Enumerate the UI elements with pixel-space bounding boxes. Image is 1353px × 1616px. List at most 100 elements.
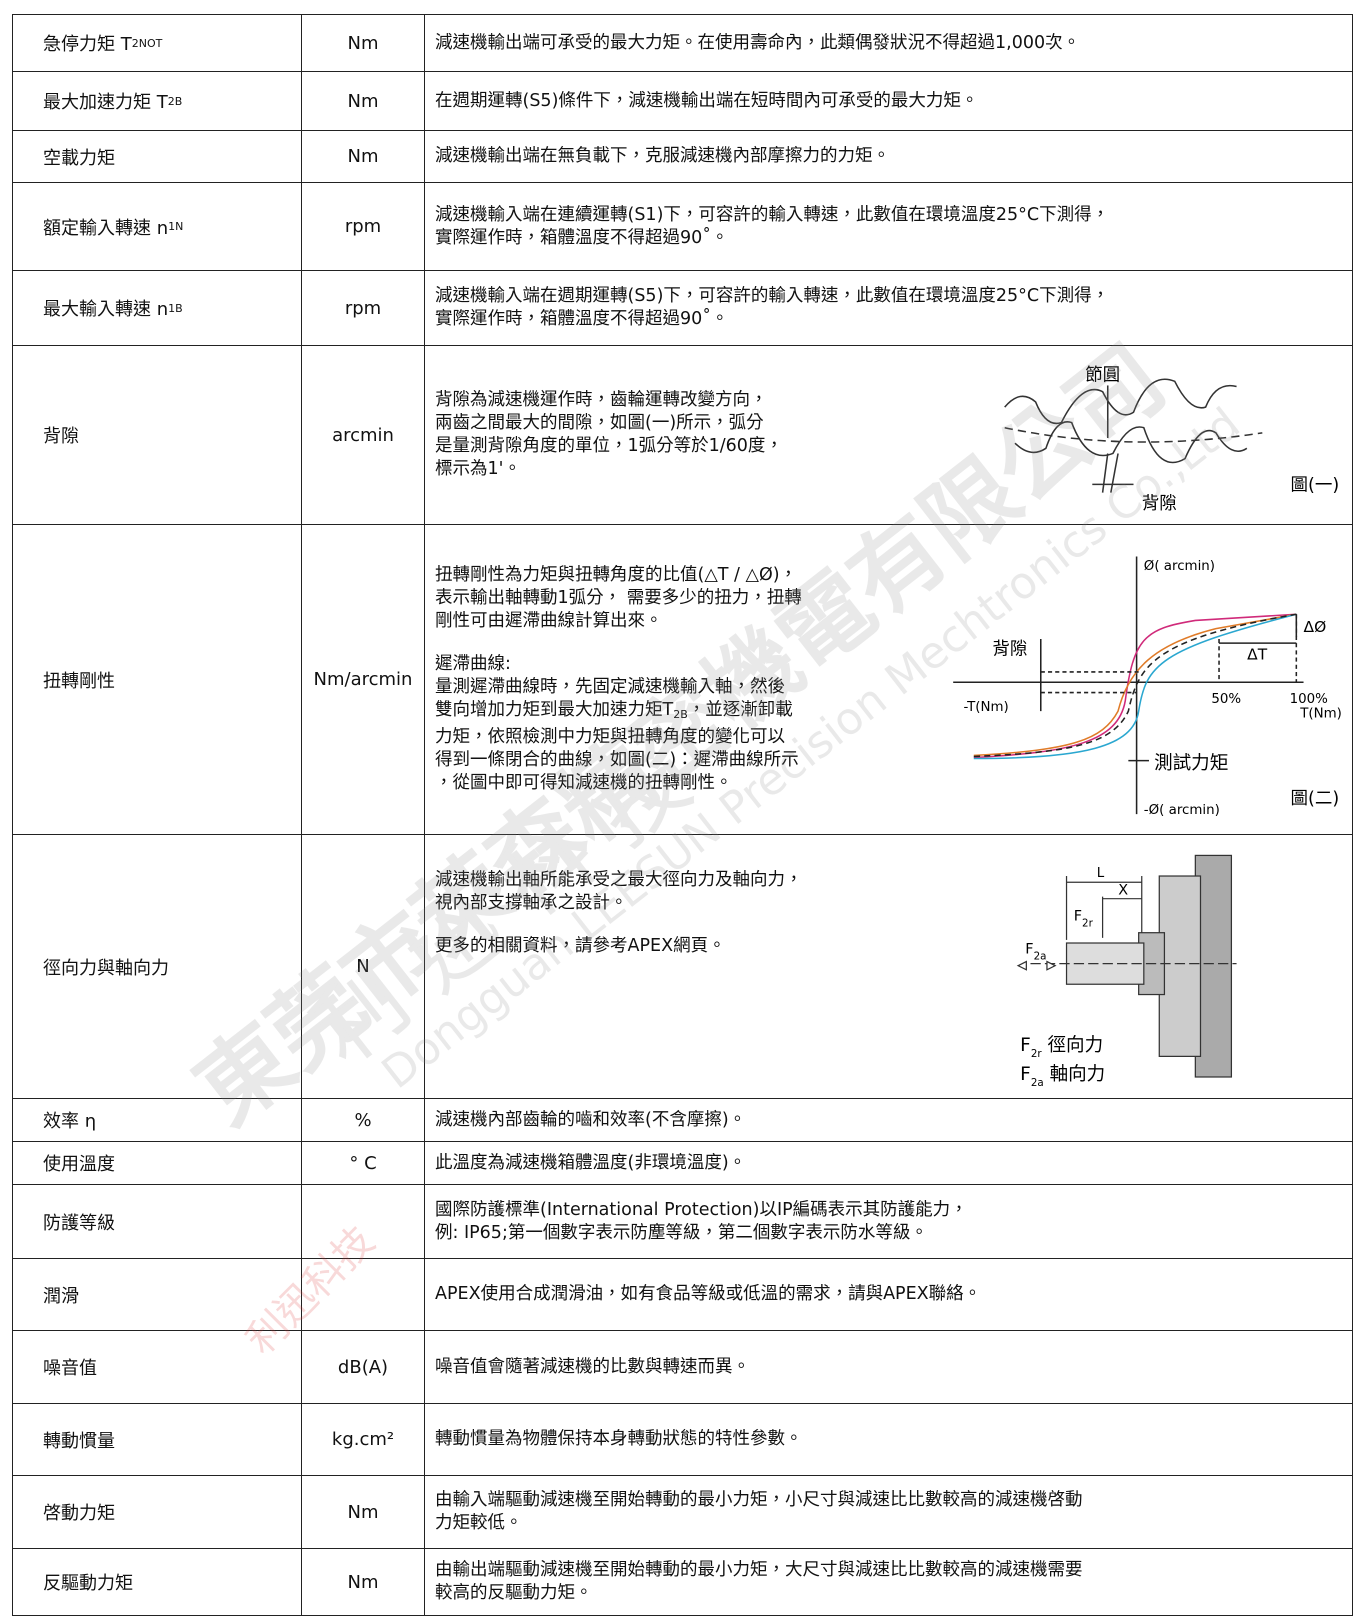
paragraph: 由輸出端驅動減速機至開始轉動的最小力矩，大尺寸與減速比比數較高的減速機需要 較高的… <box>435 1559 1083 1605</box>
text-line: 例: IP65;第一個數字表示防塵等級，第二個數字表示防水等級。 <box>435 1222 968 1245</box>
desc-cell: 轉動慣量為物體保持本身轉動狀態的特性參數。 <box>425 1404 1353 1476</box>
text-line: 減速機輸入端在週期運轉(S5)下，可容許的輸入轉速，此數值在環境溫度25°C下測… <box>435 285 1109 308</box>
text: 徑向力與軸向力 <box>43 957 169 979</box>
text: 減速機內部齒輪的嚙和效率(不含摩擦)。 <box>435 1109 747 1130</box>
text: 急停力矩 T <box>43 34 132 55</box>
unit: kg.cm² <box>331 1429 395 1450</box>
label-cell: 徑向力與軸向力 <box>12 835 302 1099</box>
text: 減速機輸出端可承受的最大力矩。在使用壽命內，此類偶發狀況不得超過1,000次。 <box>435 32 1081 53</box>
text: 由輸出端驅動減速機至開始轉動的最小力矩，大尺寸與減速比比數較高的減速機需要 <box>435 1560 1083 1580</box>
text-line: 得到一條閉合的曲線，如圖(二)：遲滯曲線所示 <box>435 749 799 772</box>
desc-cell: 減速機輸出端可承受的最大力矩。在使用壽命內，此類偶發狀況不得超過1,000次。 <box>425 14 1353 72</box>
unit: Nm <box>347 90 379 112</box>
label-cell: 急停力矩 T 2NOT <box>12 14 302 72</box>
text: 減速機輸出端在無負載下，克服減速機內部摩擦力的力矩。 <box>435 146 890 166</box>
desc-cell: 減速機輸入端在連續運轉(S1)下，可容許的輸入轉速，此數值在環境溫度25°C下測… <box>425 183 1353 271</box>
unit-cell: Nm <box>302 131 425 183</box>
unit-cell: rpm <box>302 271 425 346</box>
text-line: 轉動慣量為物體保持本身轉動狀態的特性參數。 <box>435 1428 803 1451</box>
unit-cell: dB(A) <box>302 1331 425 1404</box>
text-line: 由輸出端驅動減速機至開始轉動的最小力矩，大尺寸與減速比比數較高的減速機需要 <box>435 1559 1083 1582</box>
text: 較高的反驅動力矩。 <box>435 1583 593 1603</box>
text-line: 雙向增加力矩到最大加速力矩T2B，並逐漸卸載 <box>435 699 799 726</box>
text-line: 在週期運轉(S5)條件下，減速機輸出端在短時間內可承受的最大力矩。 <box>435 90 978 113</box>
text-line: 表示輸出軸轉動1弧分， 需要多少的扭力，扭轉 <box>435 587 802 610</box>
text-line: 剛性可由遲滯曲線計算出來。 <box>435 610 802 633</box>
unit: dB(A) <box>337 1356 389 1378</box>
paragraph: 減速機輸出端可承受的最大力矩。在使用壽命內，此類偶發狀況不得超過1,000次。 <box>435 32 1080 55</box>
text-line: ，從圖中即可得知減速機的扭轉剛性。 <box>435 772 799 795</box>
text: 由輸入端驅動減速機至開始轉動的最小力矩，小尺寸與減速比比數較高的減速機啓動 <box>435 1490 1083 1510</box>
text: 更多的相關資料，請參考APEX網頁。 <box>435 936 726 956</box>
label-cell: 效率 η <box>12 1099 302 1142</box>
label-cell: 扭轉剛性 <box>12 525 302 835</box>
unit: N <box>356 956 370 977</box>
desc-cell: 由輸入端驅動減速機至開始轉動的最小力矩，小尺寸與減速比比數較高的減速機啓動 力矩較… <box>425 1476 1353 1549</box>
paragraph: 減速機輸出端在無負載下，克服減速機內部摩擦力的力矩。 <box>435 145 890 168</box>
unit-cell: kg.cm² <box>302 1404 425 1476</box>
label-cell: 額定輸入轉速 n 1N <box>12 183 302 271</box>
text-line: 實際運作時，箱體溫度不得超過90˚。 <box>435 227 1109 250</box>
text: 實際運作時，箱體溫度不得超過90˚。 <box>435 227 729 248</box>
text: 是量測背隙角度的單位，1弧分等於1/60度， <box>435 436 783 456</box>
text: 力矩，依照檢測中力矩與扭轉角度的變化可以 <box>435 727 785 747</box>
text-line: 國際防護標準(International Protection)以IP編碼表示其… <box>435 1199 968 1222</box>
text-line: 標示為1'。 <box>435 458 783 481</box>
text: ，從圖中即可得知減速機的扭轉剛性。 <box>435 773 733 793</box>
desc-cell: 國際防護標準(International Protection)以IP編碼表示其… <box>425 1185 1353 1259</box>
paragraph: 減速機內部齒輪的嚙和效率(不含摩擦)。 <box>435 1109 746 1132</box>
label-cell: 背隙 <box>12 346 302 525</box>
text-line: 視內部支撐軸承之設計。 <box>435 892 803 915</box>
text: 減速機輸入端在週期運轉(S5)下，可容許的輸入轉速，此數值在環境溫度25°C下測… <box>435 286 1110 306</box>
text-line: 扭轉剛性為力矩與扭轉角度的比值(△T / △Ø)， <box>435 564 802 587</box>
unit: Nm <box>347 1571 379 1593</box>
text: 效率 η <box>43 1111 97 1132</box>
text: 表示輸出軸轉動1弧分， 需要多少的扭力，扭轉 <box>435 588 802 608</box>
paragraph: 更多的相關資料，請參考APEX網頁。 <box>435 935 726 958</box>
text: 兩齒之間最大的間隙，如圖(一)所示，弧分 <box>435 413 764 433</box>
paragraph: 遲滯曲線: 量測遲滯曲線時，先固定減速機輸入軸，然後 雙向增加力矩到最大加速力矩T2… <box>435 653 799 795</box>
unit: rpm <box>344 297 382 319</box>
text: 減速機輸入端在連續運轉(S1)下，可容許的輸入轉速，此數值在環境溫度25°C下測… <box>435 204 1110 225</box>
text-line: APEX使用合成潤滑油，如有食品等級或低溫的需求，請與APEX聯絡。 <box>435 1283 981 1306</box>
text-line: 力矩，依照檢測中力矩與扭轉角度的變化可以 <box>435 726 799 749</box>
text: 啓動力矩 <box>43 1503 115 1524</box>
unit: Nm <box>347 146 379 167</box>
text: 最大加速力矩 T <box>43 92 168 113</box>
text: 得到一條閉合的曲線，如圖(二)：遲滯曲線所示 <box>435 750 799 770</box>
unit-cell: ° C <box>302 1142 425 1185</box>
text: 背隙 <box>43 426 79 447</box>
unit: Nm/arcmin <box>313 669 413 690</box>
text: 空載力矩 <box>43 147 115 169</box>
desc-cell: 由輸出端驅動減速機至開始轉動的最小力矩，大尺寸與減速比比數較高的減速機需要 較高的… <box>425 1549 1353 1616</box>
text-line: 減速機輸出端在無負載下，克服減速機內部摩擦力的力矩。 <box>435 145 890 168</box>
text: APEX使用合成潤滑油，如有食品等級或低溫的需求，請與APEX聯絡。 <box>435 1284 982 1304</box>
text: 雙向增加力矩到最大加速力矩T <box>435 700 674 720</box>
text-line: 減速機內部齒輪的嚙和效率(不含摩擦)。 <box>435 1109 746 1132</box>
unit: Nm <box>347 1501 379 1523</box>
desc-cell: 減速機輸出軸所能承受之最大徑向力及軸向力， 視內部支撐軸承之設計。 更多的相關資料，… <box>425 835 1353 1099</box>
text: 視內部支撐軸承之設計。 <box>435 893 628 913</box>
label-cell: 噪音值 <box>12 1331 302 1404</box>
unit: ° C <box>349 1152 377 1174</box>
text-line: 背隙為減速機運作時，齒輪運轉改變方向， <box>435 389 783 412</box>
unit-cell: Nm <box>302 14 425 72</box>
unit-cell: rpm <box>302 183 425 271</box>
subscript: 2B <box>673 708 688 721</box>
unit: rpm <box>344 216 382 237</box>
desc-cell: 減速機輸出端在無負載下，克服減速機內部摩擦力的力矩。 <box>425 131 1353 183</box>
paragraph: 在週期運轉(S5)條件下，減速機輸出端在短時間內可承受的最大力矩。 <box>435 90 978 113</box>
text-line: 噪音值會隨著減速機的比數與轉速而異。 <box>435 1356 750 1379</box>
text: 量測遲滯曲線時，先固定減速機輸入軸，然後 <box>435 677 785 697</box>
text-line: 量測遲滯曲線時，先固定減速機輸入軸，然後 <box>435 676 799 699</box>
subscript: 2NOT <box>131 36 163 50</box>
text-line: 較高的反驅動力矩。 <box>435 1582 1083 1605</box>
text: 潤滑 <box>43 1285 79 1307</box>
paragraph: 轉動慣量為物體保持本身轉動狀態的特性參數。 <box>435 1428 803 1451</box>
unit-cell: Nm/arcmin <box>302 525 425 835</box>
unit-cell: % <box>302 1099 425 1142</box>
text-line: 更多的相關資料，請參考APEX網頁。 <box>435 935 726 958</box>
text: 額定輸入轉速 n <box>43 217 169 239</box>
text: 扭轉剛性 <box>43 670 115 692</box>
